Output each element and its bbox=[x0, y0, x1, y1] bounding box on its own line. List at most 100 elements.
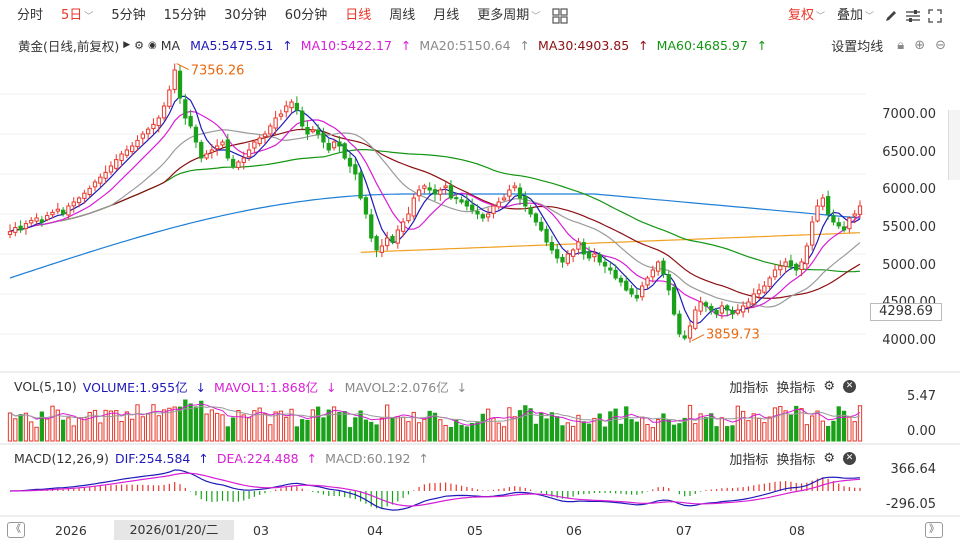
gear-icon[interactable]: ⚙ bbox=[134, 38, 145, 52]
candle-body bbox=[714, 309, 719, 315]
zoom-in-icon[interactable]: ⊕ bbox=[914, 37, 926, 53]
candle-body bbox=[841, 226, 847, 231]
period-weekly[interactable]: 周线 bbox=[389, 8, 416, 23]
candle-body bbox=[454, 197, 459, 200]
volume-bar bbox=[703, 417, 709, 442]
macd-legend: MACD(12,26,9) DIF:254.584 ↑ DEA:224.488 … bbox=[0, 446, 960, 470]
macd-swap-indicator-button[interactable]: 换指标 bbox=[776, 452, 816, 468]
grid-icon[interactable] bbox=[549, 0, 571, 32]
volume-bar bbox=[517, 410, 523, 442]
volume-bar bbox=[252, 410, 257, 442]
candle-body bbox=[422, 185, 427, 189]
candle-body bbox=[677, 313, 682, 335]
close-icon[interactable]: ✕ bbox=[843, 379, 856, 393]
volume-bar bbox=[353, 417, 358, 442]
instrument-name: 黄金(日线,前复权) bbox=[18, 38, 120, 54]
fullscreen-icon[interactable] bbox=[924, 0, 946, 32]
period-5min[interactable]: 5分钟 bbox=[111, 8, 146, 23]
macd-add-indicator-button[interactable]: 加指标 bbox=[729, 452, 769, 468]
scroll-left-button[interactable]: 《 bbox=[7, 522, 25, 538]
volume-bar bbox=[645, 424, 650, 442]
volume-bar bbox=[358, 410, 363, 442]
lock-icon[interactable]: 🔒︎ bbox=[897, 37, 905, 53]
volume-bar bbox=[241, 414, 246, 442]
candle-body bbox=[794, 263, 799, 271]
volume-bar bbox=[363, 419, 369, 442]
play-icon[interactable]: ▶ bbox=[123, 40, 131, 50]
period-fenshi[interactable]: 分时 bbox=[17, 8, 44, 23]
candle-body bbox=[183, 99, 188, 119]
volume-bar bbox=[422, 418, 427, 442]
candle-body bbox=[363, 197, 369, 215]
candle-body bbox=[18, 225, 23, 231]
volume-bar bbox=[671, 424, 677, 442]
settings-lines-icon[interactable] bbox=[902, 0, 924, 32]
candle-body bbox=[145, 128, 151, 135]
candle-body bbox=[395, 229, 400, 244]
overlay-dropdown[interactable]: 叠加 ﹀ bbox=[836, 8, 874, 23]
price-tick-5000: 5000.00 bbox=[882, 258, 936, 273]
candle-body bbox=[746, 301, 751, 308]
vol-swap-indicator-button[interactable]: 换指标 bbox=[776, 380, 816, 396]
zoom-out-icon[interactable]: ⊖ bbox=[935, 37, 946, 53]
volume-bar bbox=[687, 404, 693, 442]
candle-body bbox=[400, 221, 406, 232]
candle-body bbox=[629, 288, 634, 295]
candle-body bbox=[172, 69, 177, 90]
candle-body bbox=[87, 187, 92, 195]
period-15min[interactable]: 15分钟 bbox=[163, 8, 207, 23]
volume-bar bbox=[820, 420, 825, 442]
candle-body bbox=[337, 141, 342, 147]
volume-bar bbox=[454, 419, 459, 442]
price-tick-5500: 5500.00 bbox=[882, 220, 936, 235]
volume-bar bbox=[740, 410, 746, 442]
candle-body bbox=[45, 215, 50, 221]
volume-bar bbox=[602, 426, 608, 442]
volume-bar bbox=[151, 404, 156, 442]
volume-bar bbox=[76, 417, 82, 442]
candle-body bbox=[156, 117, 161, 127]
scroll-right-button[interactable]: 》 bbox=[925, 522, 943, 538]
period-5day[interactable]: 5日 ﹀ bbox=[61, 8, 94, 23]
price-tick-7000: 7000.00 bbox=[882, 107, 936, 122]
period-60min[interactable]: 60分钟 bbox=[284, 8, 328, 23]
candle-body bbox=[507, 189, 512, 197]
vol-add-indicator-button[interactable]: 加指标 bbox=[729, 380, 769, 396]
x-year-label: 2026 bbox=[55, 523, 87, 538]
candle-body bbox=[528, 207, 533, 215]
chevron-down-icon: ﹀ bbox=[84, 12, 94, 22]
period-monthly[interactable]: 月线 bbox=[433, 8, 460, 23]
period-daily[interactable]: 日线 bbox=[345, 8, 372, 23]
volume-bar bbox=[225, 426, 230, 442]
gear-icon[interactable]: ⚙ bbox=[823, 450, 835, 466]
candle-body bbox=[34, 217, 39, 222]
period-more[interactable]: 更多周期 ﹀ bbox=[477, 8, 541, 23]
eye-icon[interactable]: ◉ bbox=[148, 39, 157, 51]
volume-bar bbox=[55, 409, 60, 442]
gear-icon[interactable]: ⚙ bbox=[823, 378, 835, 394]
candle-body bbox=[236, 161, 241, 169]
pen-icon[interactable] bbox=[880, 0, 902, 32]
volume-bar bbox=[799, 408, 804, 442]
candle-body bbox=[71, 201, 76, 207]
volume-bar bbox=[284, 416, 289, 442]
volume-bar bbox=[337, 412, 342, 442]
close-icon[interactable]: ✕ bbox=[843, 451, 856, 465]
set-ma-button[interactable]: 设置均线 bbox=[831, 39, 884, 55]
volume-bar bbox=[119, 421, 124, 442]
volume-bar bbox=[485, 408, 491, 442]
volume-bar bbox=[300, 419, 305, 442]
period-30min[interactable]: 30分钟 bbox=[224, 8, 267, 23]
candle-body bbox=[294, 102, 300, 111]
volume-bar bbox=[13, 418, 18, 442]
volume-bar bbox=[188, 403, 193, 442]
ma10-line bbox=[9, 110, 861, 317]
side-panel-edge bbox=[948, 110, 960, 180]
fuquan-dropdown[interactable]: 复权 ﹀ bbox=[787, 8, 825, 23]
candle-body bbox=[459, 199, 464, 203]
candle-body bbox=[193, 126, 199, 143]
volume-bar bbox=[215, 412, 220, 442]
candle-body bbox=[565, 253, 570, 264]
